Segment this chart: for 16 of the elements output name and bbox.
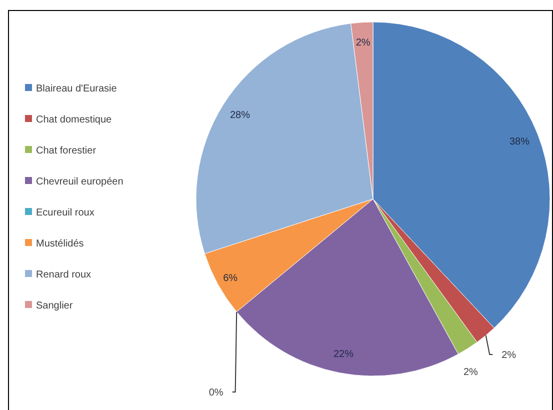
legend-label: Ecureuil roux — [36, 208, 94, 218]
text: 0% — [208, 388, 224, 399]
data-label: 2% — [463, 366, 478, 378]
legend-label: Renard roux — [36, 270, 92, 280]
legend-label: Sanglier — [36, 300, 74, 312]
legend-label: Mustélidés — [36, 238, 84, 250]
data-label: 22% — [333, 349, 354, 360]
data-label: 6% — [223, 272, 238, 284]
legend-label: Blaireau d'Eurasie — [36, 84, 118, 94]
data-label: 38% — [509, 136, 530, 148]
data-label: 2% — [356, 37, 370, 48]
data-label: 28% — [230, 110, 250, 122]
legend-label: Chat domestique — [36, 114, 112, 126]
legend-label: Chat forestier — [36, 146, 97, 156]
data-label: 2% — [502, 350, 516, 361]
legend-label: Chevreuil européen — [36, 176, 124, 188]
